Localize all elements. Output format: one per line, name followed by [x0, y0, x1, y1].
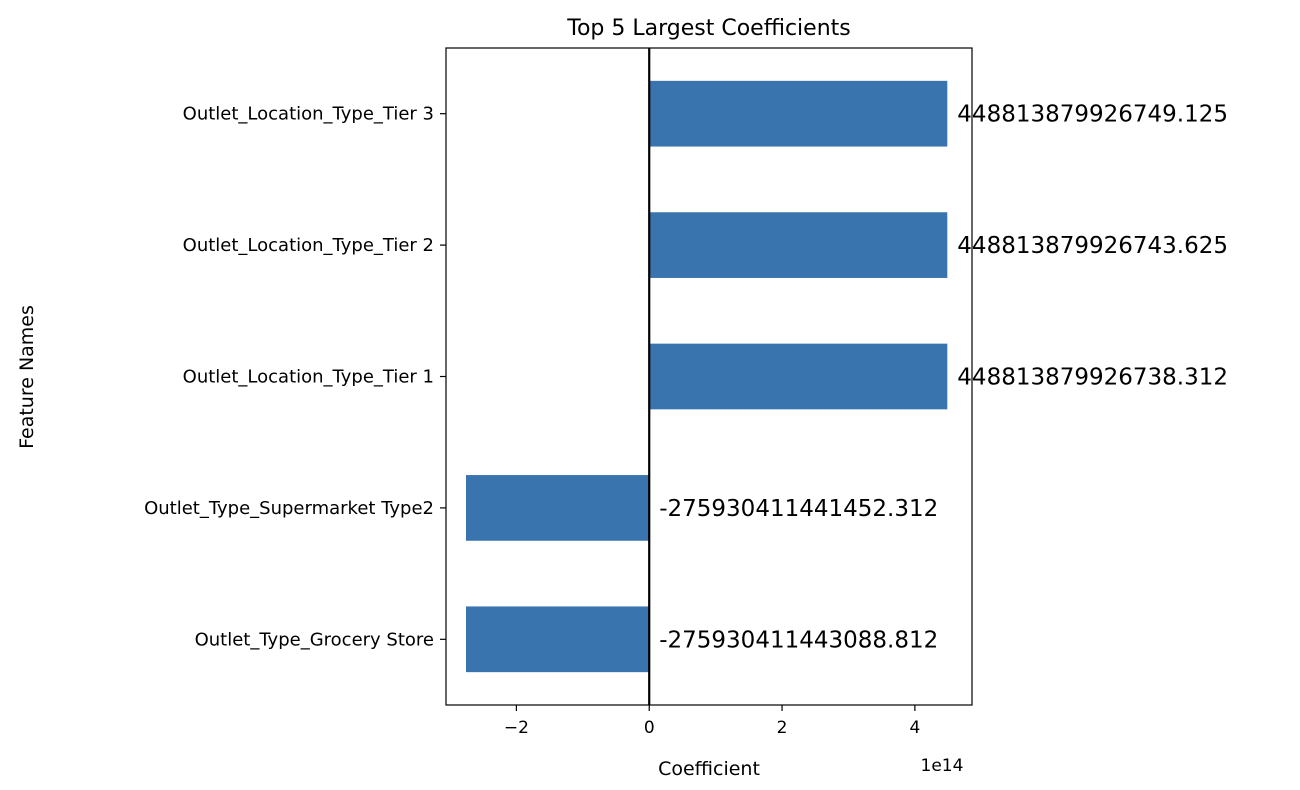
y-tick-label: Outlet_Type_Supermarket Type2 — [144, 498, 434, 519]
chart-title: Top 5 Largest Coefficients — [566, 16, 851, 41]
y-axis-ticks: Outlet_Location_Type_Tier 3 Outlet_Locati… — [144, 104, 446, 650]
data-label: 448813879926743.625 — [957, 233, 1228, 259]
x-axis-label: Coefficient — [658, 758, 760, 780]
bar — [649, 80, 948, 147]
y-tick-label: Outlet_Type_Grocery Store — [195, 629, 434, 650]
y-tick-label: Outlet_Location_Type_Tier 2 — [183, 235, 434, 256]
bars-group — [465, 80, 948, 673]
y-tick-label: Outlet_Location_Type_Tier 1 — [183, 367, 434, 388]
data-label: 448813879926749.125 — [957, 102, 1228, 128]
bar — [465, 606, 650, 673]
data-label: -275930411441452.312 — [659, 496, 938, 522]
x-tick-label: 4 — [909, 718, 920, 738]
data-labels-group: 448813879926749.125 448813879926743.625 44… — [659, 102, 1228, 654]
bar — [649, 212, 948, 278]
data-label: -275930411443088.812 — [659, 627, 938, 653]
x-tick-label: −2 — [504, 718, 529, 738]
bar — [465, 475, 650, 541]
data-label: 448813879926738.312 — [957, 365, 1228, 391]
x-tick-label: 2 — [777, 718, 788, 738]
x-axis-ticks: −2 0 2 4 — [504, 705, 920, 738]
bar — [649, 343, 948, 410]
y-tick-label: Outlet_Location_Type_Tier 3 — [183, 104, 434, 125]
x-axis-offset-label: 1e14 — [921, 756, 964, 776]
y-axis-label: Feature Names — [16, 305, 38, 449]
x-tick-label: 0 — [644, 718, 655, 738]
